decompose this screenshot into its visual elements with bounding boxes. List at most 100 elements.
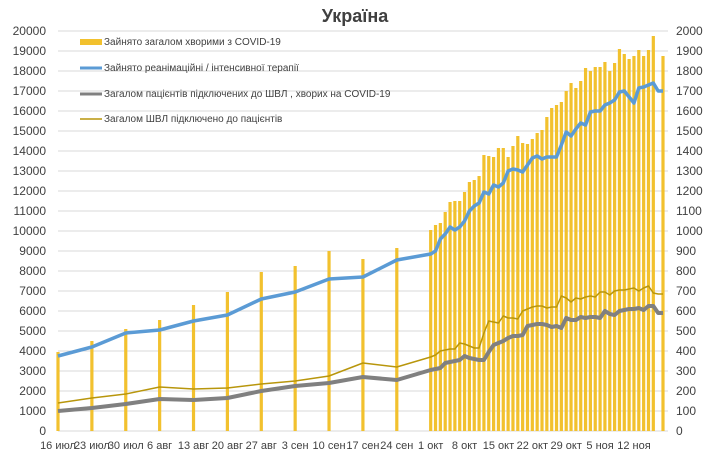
left-tick-label: 13000 (13, 164, 47, 178)
bar (622, 54, 626, 431)
bar (482, 155, 486, 431)
bar (554, 105, 559, 431)
right-tick-label: 1400 (676, 144, 703, 158)
right-tick-label: 1100 (676, 204, 702, 218)
bar (651, 36, 655, 431)
bar (259, 272, 263, 431)
left-tick-label: 16000 (13, 104, 47, 118)
x-tick-label: 16 июл (40, 440, 76, 452)
x-tick-label: 5 ноя (586, 440, 613, 452)
legend-label-icu: Зайнято реанімаційні / інтенсивної терап… (104, 63, 299, 74)
x-tick-label: 6 авг (147, 440, 172, 452)
left-axis: 0 1000 2000 3000 4000 5000 6000 7000 8000 9000 100… (13, 24, 47, 438)
bar (506, 157, 510, 431)
right-tick-label: 900 (676, 244, 696, 258)
x-tick-label: 23 июл (74, 440, 110, 452)
lines (57, 81, 663, 413)
bar (395, 248, 399, 431)
bar (462, 192, 467, 431)
bar (472, 180, 476, 431)
bar (501, 148, 505, 431)
right-tick-label: 1600 (676, 104, 703, 118)
x-tick-label: 13 авг (178, 440, 209, 452)
x-tick-label: 27 авг (246, 440, 277, 452)
bar (361, 259, 365, 431)
x-tick-label: 17 сен (346, 440, 379, 452)
bar (535, 133, 539, 431)
right-axis: 0 100 200 300 400 500 600 700 800 900 1000 1100 1200… (676, 24, 703, 438)
right-tick-label: 1700 (676, 84, 703, 98)
left-tick-label: 1000 (19, 404, 46, 418)
bar (487, 156, 491, 431)
bar (191, 305, 196, 431)
bar (124, 329, 128, 431)
left-tick-label: 9000 (19, 244, 46, 258)
left-tick-label: 18000 (13, 64, 47, 78)
right-tick-label: 400 (676, 344, 696, 358)
x-tick-label: 29 окт (551, 440, 582, 452)
bar (433, 225, 438, 431)
left-tick-label: 3000 (19, 364, 46, 378)
right-tick-label: 600 (676, 304, 696, 318)
bar (225, 292, 229, 431)
bar (661, 56, 665, 431)
bar (521, 143, 525, 431)
right-tick-label: 1300 (676, 164, 703, 178)
vent-total-line (57, 285, 663, 404)
bar (603, 62, 607, 431)
left-tick-label: 7000 (19, 284, 46, 298)
bar (637, 50, 641, 431)
bar (492, 157, 496, 431)
bars (56, 36, 665, 431)
bar (613, 63, 617, 431)
x-tick-label: 15 окт (483, 440, 514, 452)
x-tick-label: 30 июл (108, 440, 144, 452)
left-tick-label: 6000 (19, 304, 46, 318)
bar (588, 71, 592, 431)
left-tick-label: 15000 (13, 124, 47, 138)
x-tick-label: 1 окт (418, 440, 443, 452)
bar (559, 102, 563, 431)
left-tick-label: 8000 (19, 264, 46, 278)
x-tick-label: 20 авг (212, 440, 243, 452)
bar (511, 146, 515, 431)
right-tick-label: 100 (676, 404, 696, 418)
legend-label-bars: Зайнято загалом хворими з COVID-19 (104, 37, 281, 48)
right-tick-label: 300 (676, 364, 696, 378)
left-tick-label: 19000 (13, 44, 47, 58)
left-tick-label: 20000 (13, 24, 47, 38)
left-tick-label: 11000 (14, 204, 47, 218)
bar (458, 201, 462, 431)
vent-covid-line (57, 304, 663, 413)
bar (438, 223, 442, 431)
legend-label-vent-covid: Загалом пацієнтів підключених до ШВЛ , х… (104, 89, 391, 100)
right-tick-label: 500 (676, 324, 696, 338)
bar (617, 49, 622, 431)
left-tick-label: 4000 (19, 344, 46, 358)
right-tick-label: 700 (676, 284, 696, 298)
bar (448, 202, 452, 431)
bar (627, 59, 631, 431)
bar (158, 320, 162, 431)
left-tick-label: 0 (39, 424, 46, 438)
legend: Зайнято загалом хворими з COVID-19 Зайня… (80, 37, 391, 125)
bar (598, 67, 602, 431)
bar (525, 144, 530, 431)
bar (530, 139, 534, 431)
bar (564, 91, 568, 431)
bar (429, 230, 433, 431)
bar (550, 108, 554, 431)
bar (579, 81, 583, 431)
bar (593, 67, 597, 431)
bar (632, 56, 636, 431)
left-tick-label: 14000 (13, 144, 47, 158)
bar (443, 212, 447, 431)
legend-swatch-bars (80, 39, 102, 45)
bar (453, 201, 457, 431)
bar (516, 136, 520, 431)
bar (90, 341, 94, 431)
bar (583, 68, 588, 431)
bar (574, 88, 578, 431)
